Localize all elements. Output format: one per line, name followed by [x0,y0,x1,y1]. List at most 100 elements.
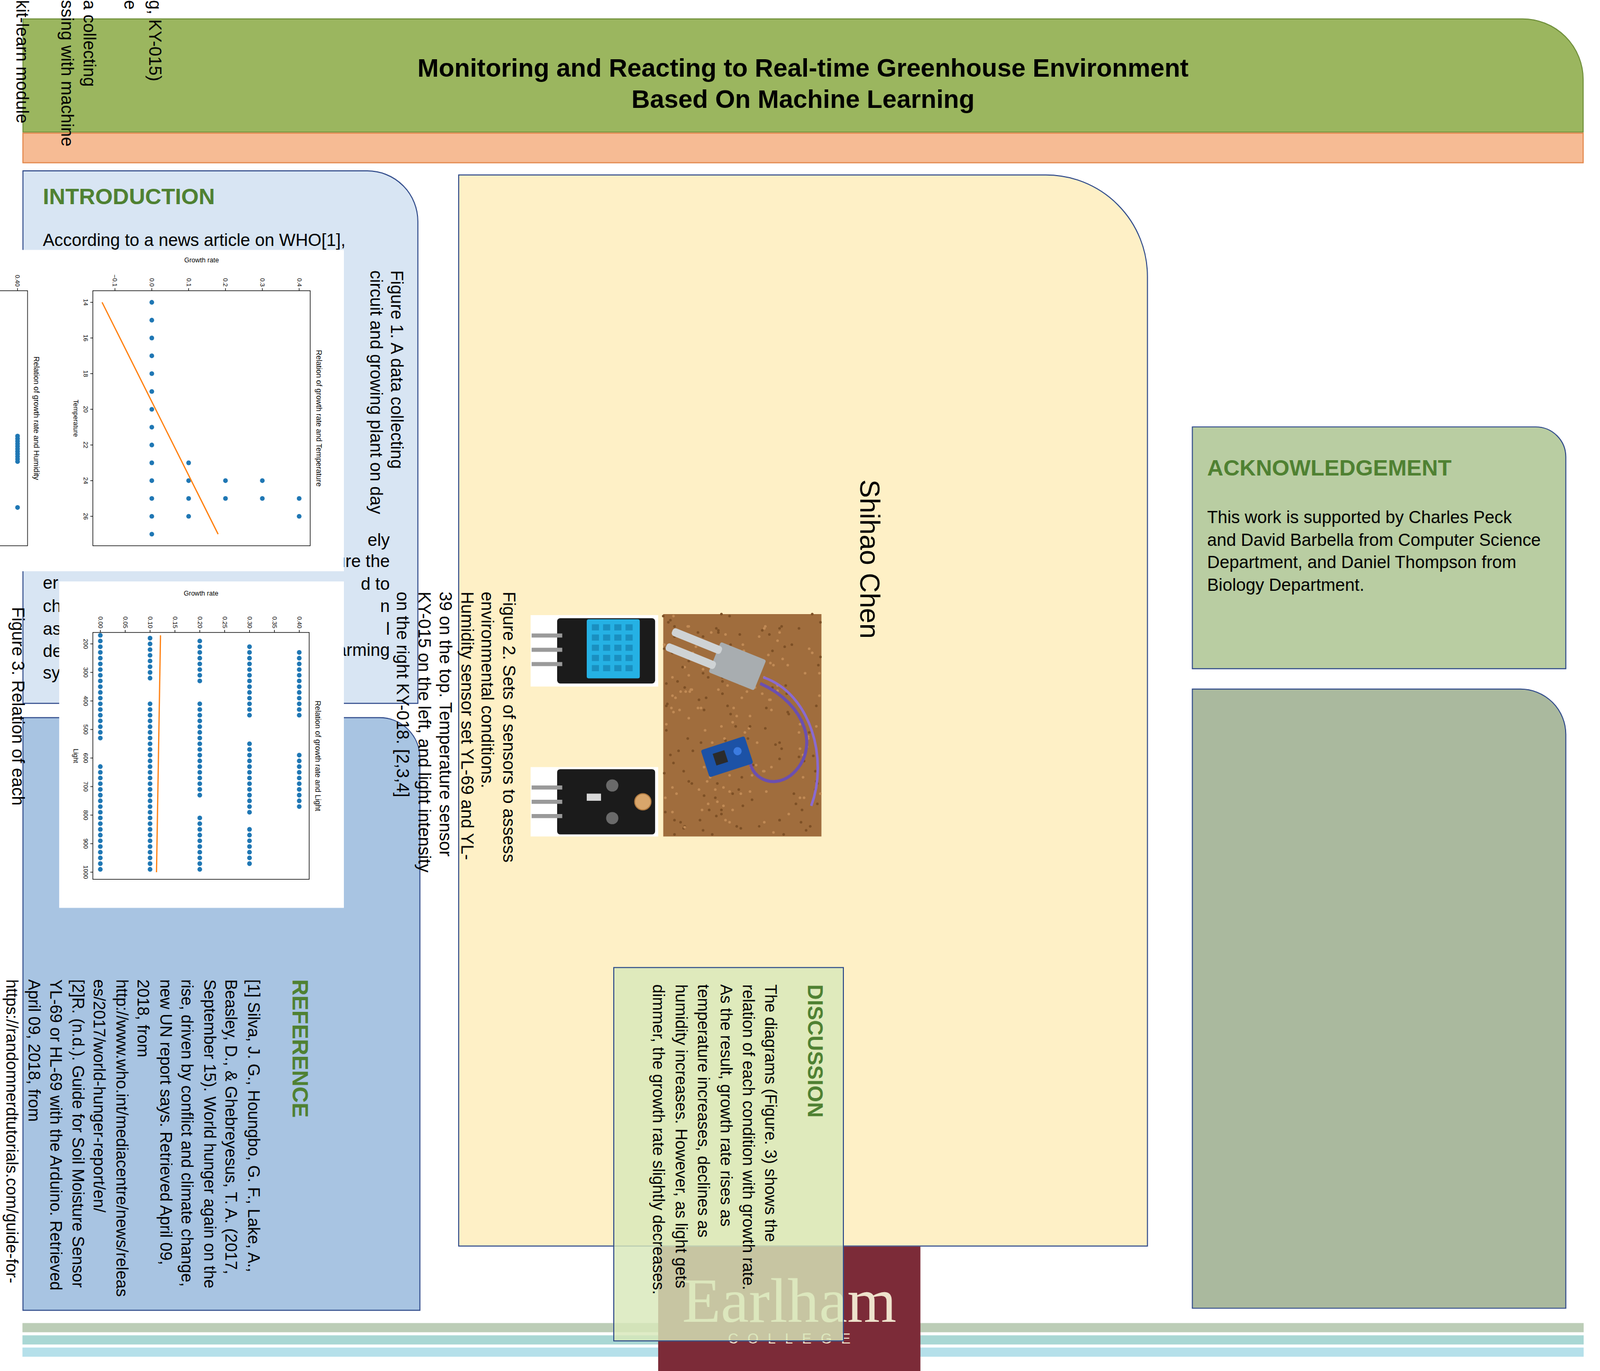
point [97,775,103,781]
point [223,478,229,484]
chart-svg: 14161820222426−0.10.00.10.20.30.4Relatio… [59,250,344,572]
texture [700,808,704,812]
x-tick-label: 300 [82,667,89,678]
texture [760,692,764,696]
point [197,747,203,752]
texture [780,625,784,629]
point [197,775,203,781]
x-tick-label: 1000 [82,865,89,880]
point [247,804,252,809]
plot-frame [93,291,311,547]
texture [671,614,675,618]
point [197,667,203,672]
texture [734,725,738,729]
x-tick-label: 22 [82,441,89,449]
x-tick [90,480,94,481]
point [97,867,103,872]
fragment: g, KY-015) [143,0,165,82]
texture [728,821,731,824]
x-tick-label: 900 [82,838,89,849]
texture [713,788,717,792]
point [149,442,154,448]
point [296,758,302,764]
point [247,644,252,650]
chart: 0.40Relation of growth rate and Humidity [0,250,62,572]
texture [769,708,773,712]
texture [729,712,732,716]
grid-cell [592,655,600,662]
x-tick [90,373,94,375]
photo-bg [530,767,659,837]
texture [799,821,803,824]
point [296,695,302,701]
texture [677,749,680,753]
grid-cell [592,665,600,672]
y-tick [151,288,152,292]
text-line: DISCUSSION [802,984,829,1118]
chart: 20030040050060070080090010000.000.050.10… [59,581,344,908]
texture [723,737,726,741]
point [97,815,103,821]
chart-svg: 0.40Relation of growth rate and Humidity [0,250,62,572]
texture [735,825,739,829]
fragment: kit-learn module [11,0,32,124]
texture [728,790,731,794]
y-tick [114,288,116,292]
texture [688,690,692,694]
pin [531,633,563,639]
grid-cell [614,644,622,652]
point [247,656,252,661]
point [97,719,103,724]
texture [771,664,775,667]
point [97,793,103,798]
point [147,713,153,718]
texture [741,643,744,647]
y-tick [274,630,275,633]
texture [714,814,718,818]
texture [701,829,705,832]
point [296,764,302,770]
point [247,770,252,776]
point [197,770,203,776]
text-line: temperature increases, declines as [692,984,715,1296]
y-tick-label: 0.10 [147,616,154,629]
point [147,719,153,724]
texture [815,802,819,806]
texture [807,731,811,734]
point [197,787,203,793]
texture [679,821,683,824]
point [296,752,302,758]
point [247,850,252,856]
texture [807,647,811,651]
y-tick-label: 0.30 [246,616,253,629]
point [97,638,103,644]
grid-cell [614,655,622,662]
point [97,695,103,701]
point [197,673,203,678]
texture [711,833,714,836]
point [97,781,103,787]
point [147,735,153,741]
text-line: 39 on the top. Temperature sensor [433,592,456,874]
texture [665,682,668,686]
point [147,747,153,752]
point [296,667,302,672]
texture [701,635,705,639]
texture [721,680,724,684]
y-tick-label: 0.0 [148,278,156,287]
x-tick [90,516,94,517]
x-tick [90,871,94,873]
y-tick [188,288,189,292]
text-line: new UN report says. Retrieved April 09, [154,979,177,1297]
texture [681,666,685,669]
board [557,618,656,684]
grid-cell [603,624,611,631]
texture [701,671,705,675]
texture [814,725,818,729]
text-line: environmental conditions. [476,592,498,874]
texture [726,684,730,687]
texture [675,792,678,796]
point [147,821,153,827]
texture [667,621,670,624]
pin [531,785,563,790]
